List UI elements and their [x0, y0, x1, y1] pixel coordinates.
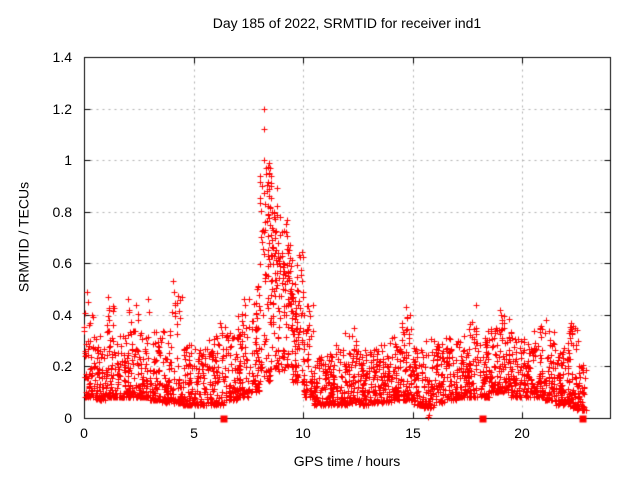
y-tick-label: 0 [64, 410, 72, 426]
y-tick-label: 1 [64, 152, 72, 168]
x-tick-label: 10 [295, 425, 311, 441]
y-tick-label: 1.2 [52, 101, 72, 117]
chart-title: Day 185 of 2022, SRMTID for receiver ind… [212, 15, 482, 31]
y-tick-label: 0.8 [52, 204, 72, 220]
x-tick-label: 5 [190, 425, 198, 441]
x-axis-label: GPS time / hours [293, 453, 401, 469]
x-tick-label: 0 [80, 425, 88, 441]
y-tick-label: 0.6 [52, 255, 72, 271]
y-tick-label: 1.4 [52, 49, 72, 65]
x-tick-label: 20 [514, 425, 530, 441]
y-tick-label: 0.2 [52, 358, 72, 374]
x-tick-label: 15 [405, 425, 421, 441]
y-tick-label: 0.4 [52, 307, 72, 323]
